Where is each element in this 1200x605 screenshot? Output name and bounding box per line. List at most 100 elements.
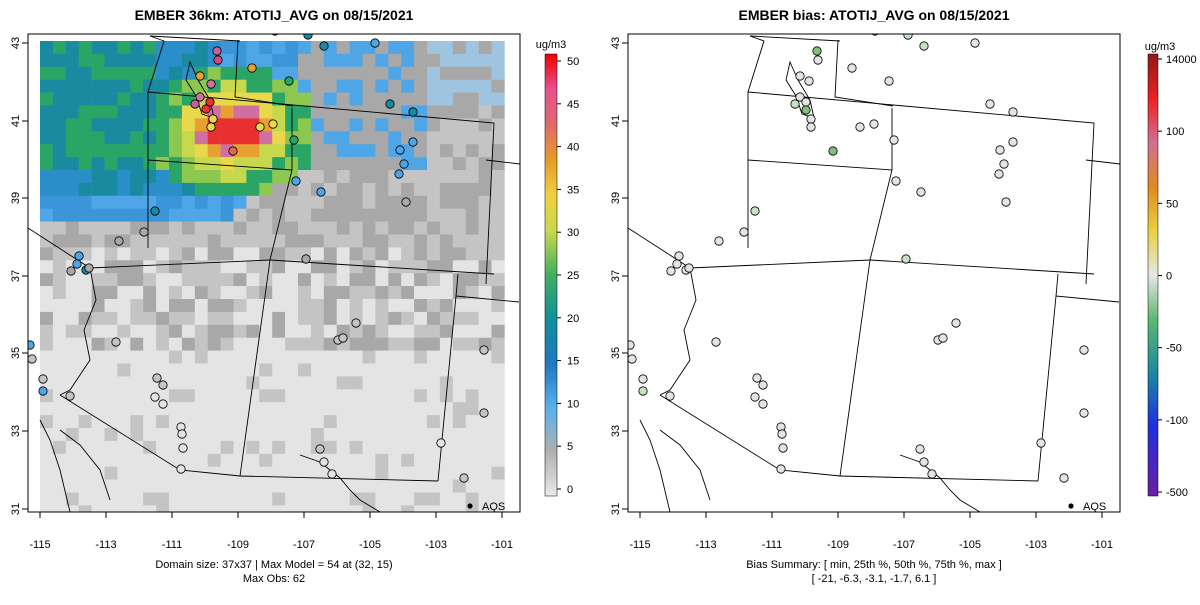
grid-cell (259, 182, 273, 197)
grid-cell (233, 492, 247, 506)
grid-cell (310, 131, 325, 145)
grid-cell (169, 105, 183, 119)
grid-cell (246, 479, 260, 493)
grid-cell (285, 350, 299, 364)
grid-cell (401, 350, 415, 364)
grid-cell (388, 415, 402, 429)
colorbar-tick-label: 40 (567, 142, 579, 154)
grid-cell (181, 492, 196, 506)
grid-cell (207, 273, 221, 287)
grid-cell (91, 41, 105, 55)
grid-cell (362, 118, 376, 132)
grid-cell (194, 144, 208, 158)
grid-cell (104, 402, 118, 416)
grid-cell (181, 118, 196, 132)
grid-cell (207, 415, 221, 429)
grid-cell (104, 208, 118, 222)
grid-cell (52, 415, 67, 429)
grid-cell (310, 92, 325, 106)
grid-cell (375, 286, 389, 300)
grid-cell (375, 170, 389, 184)
grid-cell (478, 260, 492, 274)
grid-cell (130, 389, 144, 403)
x-tick-label: -113 (95, 539, 116, 551)
grid-cell (65, 492, 79, 506)
grid-cell (310, 234, 325, 248)
grid-cell (336, 466, 350, 480)
grid-cell (401, 221, 415, 235)
grid-cell (117, 324, 131, 338)
grid-cell (52, 299, 67, 313)
grid-cell (452, 118, 466, 132)
grid-cell (220, 324, 234, 338)
colorbar-tick-label: 30 (567, 227, 579, 239)
grid-cell (427, 492, 441, 506)
border-line (269, 169, 293, 261)
grid-cell (388, 195, 402, 209)
grid-cell (298, 208, 312, 222)
grid-cell (91, 428, 105, 442)
grid-cell (298, 376, 312, 390)
grid-cell (156, 479, 170, 493)
grid-cell (362, 66, 376, 80)
station-marker (408, 107, 418, 117)
grid-cell (439, 324, 454, 338)
grid-cell (220, 453, 234, 467)
grid-cell (52, 182, 67, 197)
grid-cell (259, 79, 273, 93)
grid-cell (143, 350, 157, 364)
grid-cell (207, 363, 221, 377)
grid-cell (478, 208, 492, 222)
grid-cell (349, 402, 363, 416)
grid-cell (285, 440, 299, 455)
grid-cell (285, 41, 299, 55)
grid-cell (181, 337, 196, 351)
grid-cell (65, 170, 79, 184)
grid-cell (104, 299, 118, 313)
grid-cell (143, 324, 157, 338)
grid-cell (207, 299, 221, 313)
grid-cell (117, 221, 131, 235)
grid-cell (259, 273, 273, 287)
grid-cell (169, 337, 183, 351)
y-tick-label: 39 (10, 192, 22, 204)
grid-cell (298, 311, 312, 326)
station-marker (1036, 438, 1046, 448)
grid-cell (220, 466, 234, 480)
grid-cell (491, 170, 505, 184)
grid-cell (272, 466, 286, 480)
grid-cell (414, 118, 428, 132)
grid-cell (233, 286, 247, 300)
grid-cell (78, 492, 92, 506)
grid-cell (65, 479, 79, 493)
grid-cell (298, 389, 312, 403)
grid-cell (220, 53, 234, 68)
grid-cell (169, 260, 183, 274)
grid-cell (388, 453, 402, 467)
grid-cell (491, 363, 505, 377)
grid-cell (233, 389, 247, 403)
grid-cell (40, 157, 54, 171)
grid-cell (285, 273, 299, 287)
grid-cell (375, 208, 389, 222)
grid-cell (336, 363, 350, 377)
grid-cell (40, 428, 54, 442)
grid-cell (130, 376, 144, 390)
grid-cell (194, 299, 208, 313)
grid-cell (207, 337, 221, 351)
grid-cell (91, 389, 105, 403)
grid-cell (414, 415, 428, 429)
grid-cell (401, 466, 415, 480)
grid-cell (220, 234, 234, 248)
station-marker (1008, 137, 1018, 147)
grid-cell (181, 234, 196, 248)
grid-cell (130, 182, 144, 197)
grid-cell (52, 440, 67, 455)
grid-cell (272, 453, 286, 467)
grid-cell (78, 402, 92, 416)
grid-cell (478, 92, 492, 106)
grid-cell (401, 273, 415, 287)
grid-cell (143, 182, 157, 197)
grid-cell (246, 170, 260, 184)
grid-cell (465, 79, 479, 93)
